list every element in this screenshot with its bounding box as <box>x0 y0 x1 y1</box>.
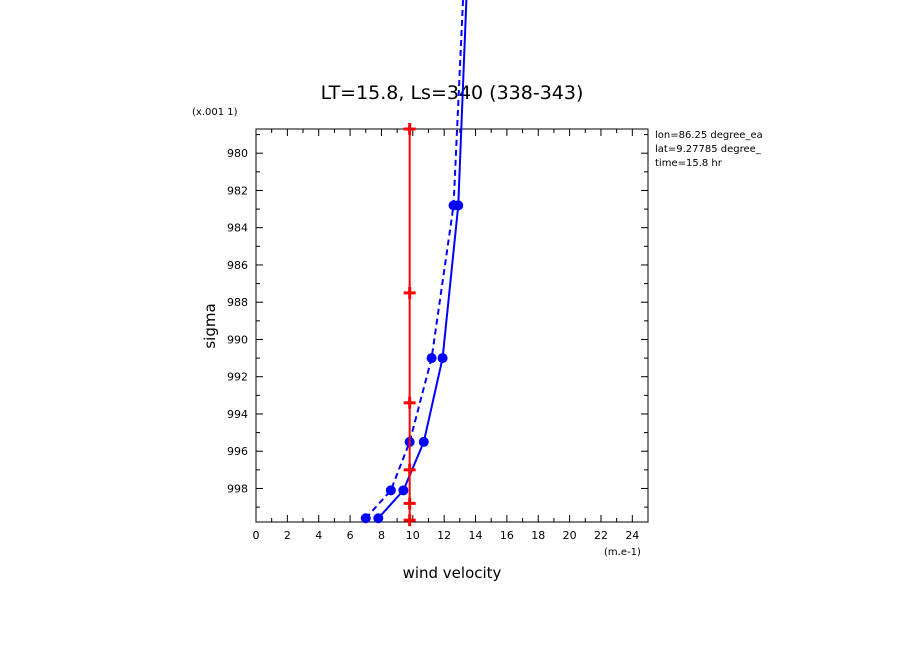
y-tick-label: 984 <box>227 222 248 235</box>
x-tick-label: 14 <box>469 529 483 542</box>
info-lat: lat=9.27785 degree_ <box>655 144 762 155</box>
y-tick-label: 994 <box>227 408 248 421</box>
x-tick-label: 4 <box>315 529 322 542</box>
y-tick-label: 990 <box>227 333 248 346</box>
x-axis-label: wind velocity <box>403 564 502 582</box>
series-line-1 <box>365 0 465 519</box>
x-tick-label: 6 <box>347 529 354 542</box>
y-tick-label: 988 <box>227 296 248 309</box>
series-group <box>360 0 468 527</box>
x-tick-label: 18 <box>531 529 545 542</box>
plot-area: 0 2 4 6 8 10 12 14 16 18 20 22 249809829849869889909… <box>227 0 649 542</box>
series-1-point <box>360 513 371 524</box>
series-2-point <box>403 286 416 299</box>
x-tick-label: 10 <box>406 529 420 542</box>
series-2-point <box>403 123 416 135</box>
y-tick-label: 998 <box>227 482 248 495</box>
series-2-point <box>403 514 416 527</box>
x-tick-label: 2 <box>284 529 291 542</box>
series-2-point <box>403 497 416 510</box>
series-line-0 <box>377 0 468 519</box>
series-1-point <box>448 200 459 211</box>
info-lon: lon=86.25 degree_ea <box>655 130 763 141</box>
y-axis-label: sigma <box>201 303 219 348</box>
x-tick-label: 0 <box>253 529 260 542</box>
plot-frame <box>255 128 649 523</box>
x-tick-label: 8 <box>378 529 385 542</box>
x-tick-label: 22 <box>594 529 608 542</box>
x-tick-label: 12 <box>437 529 451 542</box>
y-tick-label: 986 <box>227 259 248 272</box>
chart-title: LT=15.8, Ls=340 (338-343) <box>321 82 584 104</box>
series-0-point <box>437 353 448 364</box>
y-tick-label: 982 <box>227 184 248 197</box>
y-tick-label: 980 <box>227 147 248 160</box>
series-1-point <box>426 353 437 364</box>
x-tick-label: 16 <box>500 529 514 542</box>
info-time: time=15.8 hr <box>655 158 723 169</box>
y-tick-label: 992 <box>227 371 248 384</box>
series-2-point <box>403 396 416 409</box>
series-0-point <box>418 436 429 447</box>
series-0-point <box>398 485 409 496</box>
x-unit-label: (m.e-1) <box>604 547 641 558</box>
series-2-point <box>403 463 416 476</box>
series-1-point <box>385 485 396 496</box>
series-0-point <box>373 513 384 524</box>
x-tick-label: 20 <box>563 529 577 542</box>
x-tick-label: 24 <box>625 529 639 542</box>
y-tick-label: 996 <box>227 445 248 458</box>
y-unit-label: (x.001 1) <box>192 107 238 118</box>
